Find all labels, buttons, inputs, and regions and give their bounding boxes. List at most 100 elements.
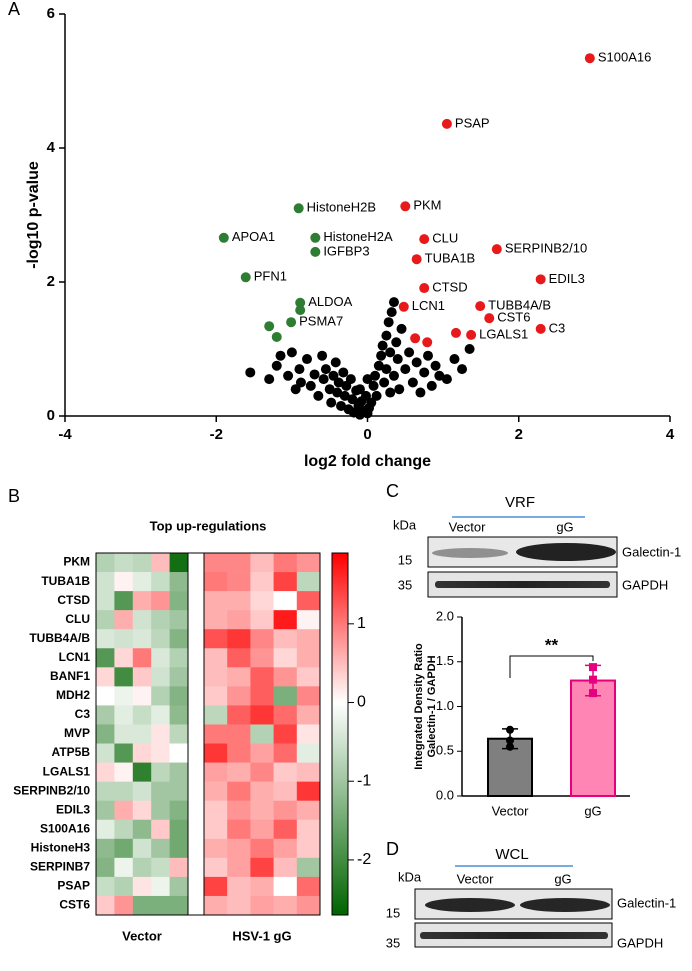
heat-cell <box>273 553 298 573</box>
blot-unit: kDa <box>393 517 417 532</box>
point <box>400 364 411 375</box>
heat-cell <box>273 591 298 611</box>
data-point <box>589 675 597 684</box>
x-tick-label: Vector <box>492 803 530 818</box>
heat-cell <box>169 648 189 668</box>
heat-cell <box>151 800 170 821</box>
y-tick-label: 1.5 <box>436 653 454 668</box>
heat-cell <box>227 838 251 859</box>
heat-cell <box>250 762 274 782</box>
heat-cell <box>296 724 321 744</box>
point <box>328 370 339 381</box>
heat-cell <box>250 591 274 611</box>
heat-cell <box>296 800 321 821</box>
heat-cell <box>296 838 321 859</box>
group-label: Vector <box>122 928 162 943</box>
point <box>360 390 371 401</box>
heat-cell <box>132 591 152 611</box>
heat-cell <box>151 591 170 611</box>
point <box>275 350 286 361</box>
point <box>388 297 399 308</box>
point <box>310 246 321 257</box>
heat-cell <box>132 686 152 706</box>
heat-cell <box>204 781 228 801</box>
point <box>286 317 297 328</box>
heat-cell <box>204 591 228 611</box>
heat-cell <box>250 724 274 744</box>
point <box>426 380 437 391</box>
point-label: HistoneH2A <box>323 229 393 244</box>
heat-cell <box>227 819 251 840</box>
point <box>345 374 356 385</box>
point <box>264 321 275 332</box>
point <box>422 337 433 348</box>
point-label: PFN1 <box>254 269 287 284</box>
heat-cell <box>296 876 321 897</box>
point <box>419 234 430 245</box>
point <box>457 364 468 375</box>
point <box>320 364 331 375</box>
heat-cell <box>96 781 115 801</box>
heat-cell <box>169 610 189 630</box>
heat-cell <box>132 762 152 782</box>
colorbar-tick-label: 1 <box>357 615 366 632</box>
heat-cell <box>250 819 274 840</box>
significance: ** <box>545 635 559 654</box>
point <box>373 360 384 371</box>
heat-cell <box>250 629 274 649</box>
point-label: PSMA7 <box>299 314 343 329</box>
heat-cell <box>151 610 170 630</box>
panel-label: C <box>386 481 399 501</box>
heat-cell <box>96 591 115 611</box>
heat-cell <box>204 667 228 687</box>
heat-cell <box>151 724 170 744</box>
point-label: CST6 <box>497 310 530 325</box>
point <box>283 370 294 381</box>
point <box>376 350 387 361</box>
heat-cell <box>250 895 274 916</box>
point <box>338 367 349 378</box>
point-label: PKM <box>413 198 441 213</box>
heat-cell <box>132 895 152 916</box>
point <box>535 323 546 334</box>
heat-cell <box>227 781 251 801</box>
point <box>415 387 426 398</box>
heat-cell <box>132 743 152 763</box>
point <box>450 327 461 338</box>
heat-cell <box>114 800 134 821</box>
marker-label: 35 <box>398 577 412 592</box>
heat-cell <box>151 762 170 782</box>
point <box>366 397 377 408</box>
y-tick-label: 0 <box>47 407 55 424</box>
lane-label: Vector <box>457 871 495 886</box>
heat-cell <box>250 610 274 630</box>
point-label: APOA1 <box>232 229 275 244</box>
heat-cell <box>296 591 321 611</box>
heat-cell <box>114 686 134 706</box>
heat-cell <box>250 857 274 878</box>
significance-bracket <box>509 655 594 678</box>
heat-cell <box>250 648 274 668</box>
blot-unit: kDa <box>398 869 422 884</box>
point <box>330 357 341 368</box>
point-label: SERPINB2/10 <box>505 241 587 256</box>
heat-cell <box>169 762 189 782</box>
heat-cell <box>204 553 228 573</box>
heat-cell <box>204 838 228 859</box>
point <box>379 377 390 388</box>
heat-cell <box>132 800 152 821</box>
heat-cell <box>96 610 115 630</box>
row-label: CTSD <box>57 593 90 607</box>
heat-cell <box>169 705 189 725</box>
x-tick-label: -2 <box>210 426 223 443</box>
point <box>411 254 422 265</box>
heat-cell <box>250 572 274 592</box>
heat-cell <box>132 629 152 649</box>
heat-cell <box>296 705 321 725</box>
heat-cell <box>227 667 251 687</box>
data-point <box>506 725 514 734</box>
heat-cell <box>114 857 134 878</box>
y-tick-label: 1.0 <box>436 698 454 713</box>
heat-cell <box>114 591 134 611</box>
heat-cell <box>227 724 251 744</box>
